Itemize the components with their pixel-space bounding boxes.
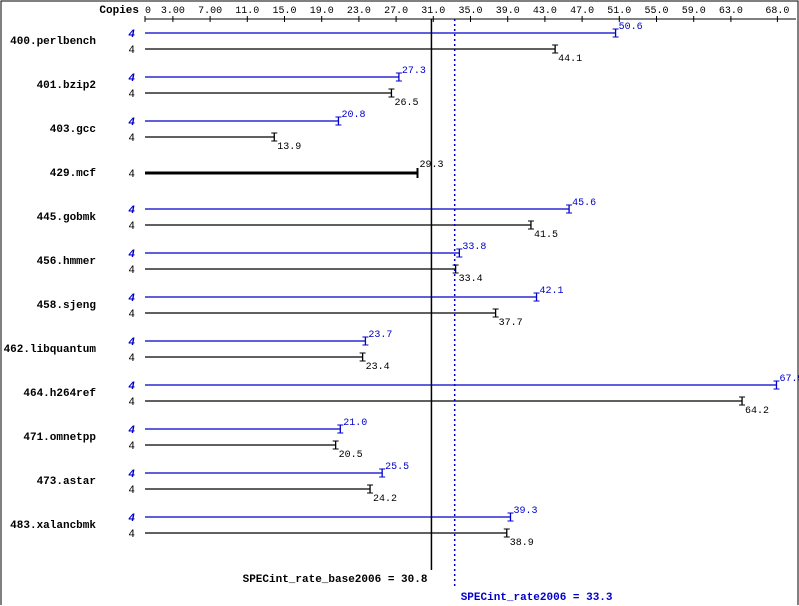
value-label-base: 20.5	[339, 450, 363, 461]
benchmark-label: 471.omnetpp	[23, 432, 96, 444]
benchmark-label: 473.astar	[37, 476, 96, 488]
value-label-peak: 67.9	[779, 374, 799, 385]
copies-value-base: 4	[128, 441, 135, 453]
x-tick-label: 27.0	[384, 6, 408, 17]
benchmark-label: 401.bzip2	[37, 80, 96, 92]
value-label-base: 38.9	[510, 538, 534, 549]
copies-value-peak: 4	[128, 425, 135, 437]
x-tick-label: 31.0	[421, 6, 445, 17]
benchmark-label: 458.sjeng	[37, 300, 96, 312]
x-tick-label: 39.0	[496, 6, 520, 17]
value-label-base: 33.4	[459, 274, 483, 285]
copies-value-base: 4	[128, 45, 135, 57]
spec-rate-chart: 0 3.00 7.00 11.0 15.0 19.0 23.0 27.0 31.0 35.0 39.…	[0, 0, 799, 606]
copies-value-peak: 4	[128, 513, 135, 525]
value-label-base: 23.4	[366, 362, 390, 373]
copies-value-peak: 4	[128, 205, 135, 217]
copies-value-base: 4	[128, 89, 135, 101]
x-tick-label: 7.00	[198, 6, 222, 17]
x-tick-label: 11.0	[235, 6, 259, 17]
reference-label-peak: SPECint_rate2006 = 33.3	[461, 592, 613, 604]
copies-value-base: 4	[128, 221, 135, 233]
copies-value: 4	[128, 169, 135, 181]
x-tick-label: 43.0	[533, 6, 557, 17]
copies-value-base: 4	[128, 309, 135, 321]
value-label-peak: 23.7	[368, 330, 392, 341]
copies-value-peak: 4	[128, 293, 135, 305]
value-label-peak: 21.0	[343, 418, 367, 429]
copies-value-peak: 4	[128, 73, 135, 85]
x-tick-label: 3.00	[161, 6, 185, 17]
copies-value-peak: 4	[128, 381, 135, 393]
copies-value-peak: 4	[128, 337, 135, 349]
x-tick-label: 15.0	[272, 6, 296, 17]
value-label-peak: 39.3	[513, 506, 537, 517]
benchmark-label: 462.libquantum	[4, 344, 97, 356]
value-label-base: 41.5	[534, 230, 558, 241]
copies-value-peak: 4	[128, 29, 135, 41]
benchmark-label: 445.gobmk	[37, 212, 97, 224]
value-label-peak: 42.1	[540, 286, 564, 297]
value-label-base: 64.2	[745, 406, 769, 417]
value-label-base: 13.9	[277, 142, 301, 153]
copies-header: Copies	[99, 5, 139, 17]
benchmark-label: 464.h264ref	[23, 388, 96, 400]
value-label-peak: 27.3	[402, 66, 426, 77]
value-label-base: 44.1	[558, 54, 582, 65]
copies-value-peak: 4	[128, 249, 135, 261]
x-tick-label: 59.0	[682, 6, 706, 17]
value-label-base: 24.2	[373, 494, 397, 505]
benchmark-label: 483.xalancbmk	[10, 520, 96, 532]
value-label-peak: 45.6	[572, 198, 596, 209]
copies-value-base: 4	[128, 397, 135, 409]
x-tick-label: 23.0	[347, 6, 371, 17]
x-tick-label: 63.0	[719, 6, 743, 17]
x-tick-label: 19.0	[310, 6, 334, 17]
copies-value-peak: 4	[128, 117, 135, 129]
benchmark-label: 456.hmmer	[37, 256, 96, 268]
x-tick-label: 68.0	[765, 6, 789, 17]
chart-bg	[0, 0, 799, 606]
value-label-peak: 25.5	[385, 462, 409, 473]
value-label-base: 37.7	[499, 318, 523, 329]
copies-value-peak: 4	[128, 469, 135, 481]
copies-value-base: 4	[128, 529, 135, 541]
value-label-peak: 33.8	[462, 242, 486, 253]
benchmark-label: 429.mcf	[50, 168, 97, 180]
x-tick-label: 35.0	[458, 6, 482, 17]
copies-value-base: 4	[128, 265, 135, 277]
value-label-base: 26.5	[394, 98, 418, 109]
benchmark-label: 403.gcc	[50, 124, 96, 136]
copies-value-base: 4	[128, 353, 135, 365]
value-label-peak: 20.8	[341, 110, 365, 121]
x-tick-label: 47.0	[570, 6, 594, 17]
x-tick-label: 51.0	[607, 6, 631, 17]
reference-label-base: SPECint_rate_base2006 = 30.8	[243, 574, 428, 586]
value-label-peak: 50.6	[619, 22, 643, 33]
x-tick-label: 0	[145, 6, 151, 17]
x-tick-label: 55.0	[644, 6, 668, 17]
benchmark-label: 400.perlbench	[10, 36, 96, 48]
copies-value-base: 4	[128, 133, 135, 145]
copies-value-base: 4	[128, 485, 135, 497]
